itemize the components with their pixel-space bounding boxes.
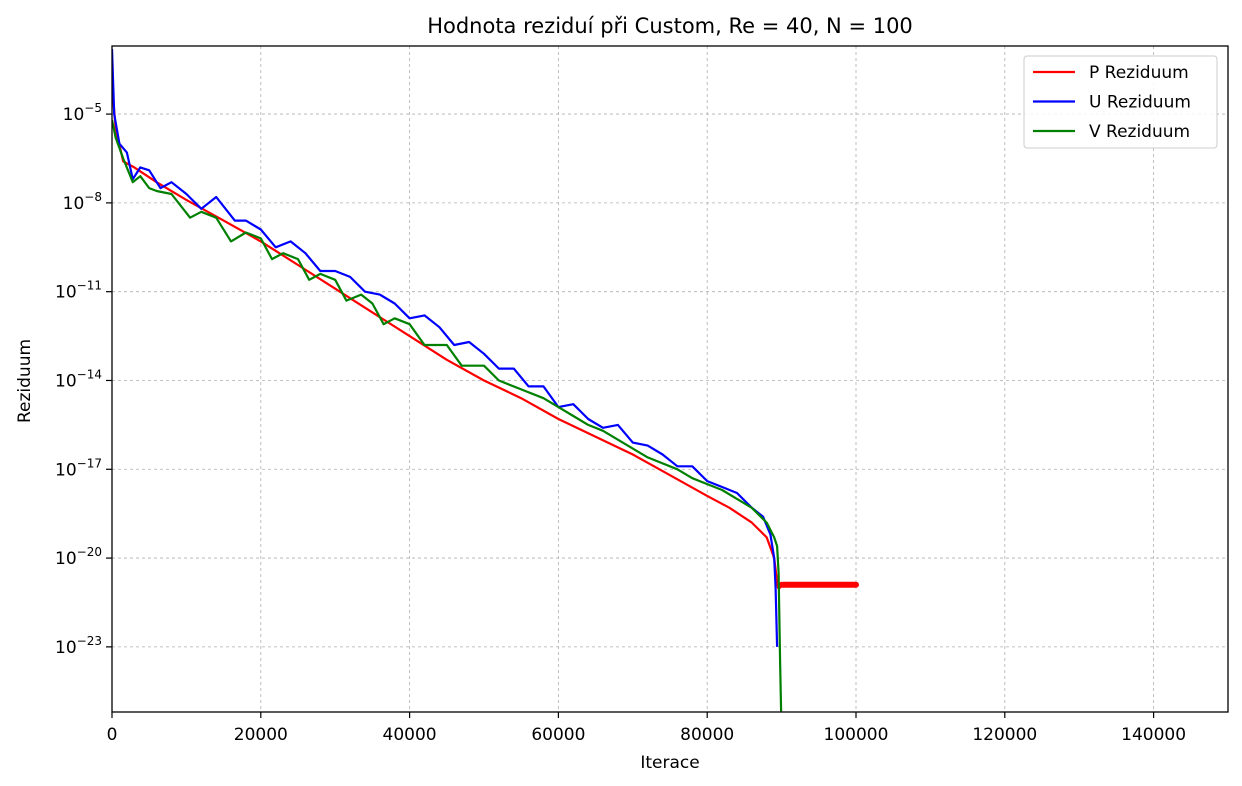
plot-frame [111,45,1229,713]
legend-label: V Reziduum [1089,122,1190,142]
x-axis-ticks: 0 20000 40000 60000 80000 100000 120000 140000 [107,712,1186,745]
grid [111,46,1228,712]
series-line-p-reziduum [112,84,856,589]
y-tick-label: 10−5 [63,101,102,125]
y-axis-ticks: 10−5 10−8 10−11 10−14 10−17 10−20 10−23 [55,101,112,658]
y-tick-label: 10−23 [55,634,102,658]
legend-label: U Reziduum [1089,93,1191,113]
x-tick-label: 40000 [383,725,437,745]
x-tick-label: 0 [107,725,118,745]
y-tick-label: 10−17 [55,456,102,480]
x-axis-label: Iterace [640,753,699,773]
y-tick-label: 10−8 [63,190,102,214]
series-line-u-reziduum [112,48,779,647]
series-line-v-reziduum [112,119,783,712]
y-tick-label: 10−14 [55,367,102,391]
x-tick-label: 20000 [234,725,288,745]
x-tick-label: 140000 [1121,725,1186,745]
y-tick-label: 10−11 [55,279,102,303]
x-tick-label: 120000 [972,725,1037,745]
chart-title: Hodnota reziduí při Custom, Re = 40, N =… [427,14,913,38]
x-tick-label: 100000 [824,725,889,745]
y-tick-label: 10−20 [55,545,102,569]
legend-box [1023,55,1218,149]
legend: P Reziduum U Reziduum V Reziduum [1023,55,1218,149]
x-tick-label: 80000 [680,725,734,745]
x-tick-label: 60000 [531,725,585,745]
series-layer [112,48,859,712]
y-axis-label: Reziduum [15,339,35,423]
legend-label: P Reziduum [1089,63,1189,83]
